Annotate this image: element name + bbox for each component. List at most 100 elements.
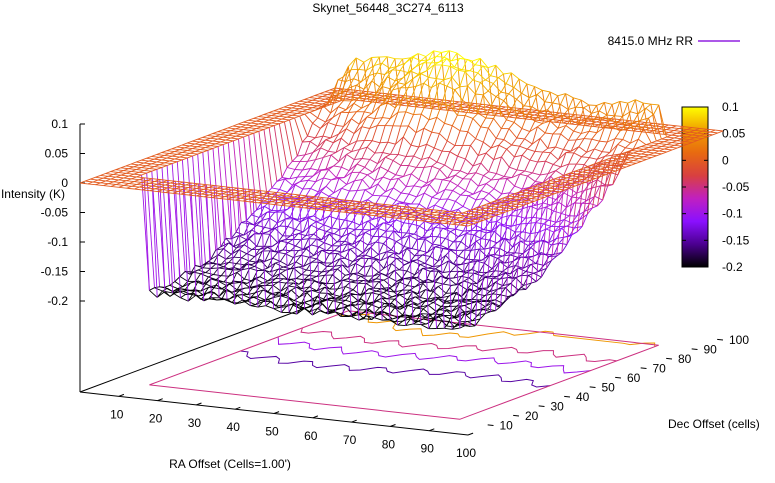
mesh-segment bbox=[187, 289, 196, 291]
mesh-segment bbox=[395, 192, 402, 201]
mesh-segment bbox=[281, 197, 290, 200]
mesh-segment bbox=[361, 93, 368, 109]
mesh-segment bbox=[159, 156, 167, 159]
mesh-segment bbox=[615, 155, 624, 158]
mesh-segment bbox=[535, 222, 544, 225]
mesh-segment bbox=[415, 113, 422, 133]
mesh-segment bbox=[477, 214, 486, 217]
mesh-segment bbox=[529, 151, 536, 161]
mesh-segment bbox=[497, 105, 506, 108]
mesh-segment bbox=[369, 125, 378, 129]
mesh-segment bbox=[489, 288, 498, 292]
mesh-segment bbox=[354, 247, 364, 254]
mesh-segment bbox=[495, 203, 504, 206]
mesh-segment bbox=[353, 92, 361, 94]
mesh-segment bbox=[423, 119, 430, 129]
mesh-segment bbox=[332, 274, 341, 282]
mesh-segment bbox=[415, 127, 425, 133]
mesh-segment bbox=[596, 101, 605, 106]
mesh-segment bbox=[414, 254, 423, 257]
mesh-segment bbox=[617, 122, 626, 125]
mesh-segment bbox=[441, 86, 448, 105]
mesh-segment bbox=[392, 69, 401, 71]
mesh-segment bbox=[198, 183, 205, 301]
mesh-segment bbox=[511, 109, 520, 112]
mesh-segment bbox=[554, 191, 560, 195]
mesh-segment bbox=[666, 129, 675, 131]
mesh-segment bbox=[483, 217, 489, 221]
mesh-segment bbox=[348, 133, 355, 146]
mesh-segment bbox=[310, 168, 319, 171]
mesh-segment bbox=[527, 217, 534, 224]
contour-line bbox=[149, 310, 659, 420]
mesh-segment bbox=[418, 192, 425, 205]
mesh-segment bbox=[505, 295, 512, 302]
mesh-segment bbox=[387, 102, 396, 109]
mesh-segment bbox=[227, 191, 236, 194]
mesh-segment bbox=[360, 298, 370, 305]
mesh-segment bbox=[534, 120, 543, 124]
mesh-segment bbox=[697, 138, 703, 141]
mesh-segment bbox=[284, 119, 290, 123]
mesh-segment bbox=[343, 204, 352, 207]
mesh-segment bbox=[463, 262, 470, 272]
mesh-segment bbox=[516, 203, 525, 206]
mesh-segment bbox=[589, 203, 598, 207]
mesh-segment bbox=[552, 95, 559, 104]
mesh-segment bbox=[453, 299, 462, 303]
mesh-segment bbox=[609, 144, 619, 153]
mesh-segment bbox=[444, 151, 451, 166]
mesh-segment bbox=[426, 166, 433, 184]
mesh-segment bbox=[338, 198, 347, 201]
mesh-segment bbox=[347, 227, 356, 231]
mesh-segment bbox=[314, 196, 323, 199]
mesh-segment bbox=[270, 278, 276, 284]
mesh-segment bbox=[359, 189, 366, 203]
mesh-segment bbox=[447, 227, 456, 230]
mesh-segment bbox=[528, 195, 537, 198]
mesh-segment bbox=[443, 295, 450, 304]
mesh-segment bbox=[341, 243, 348, 253]
mesh-segment bbox=[491, 178, 500, 181]
mesh-segment bbox=[166, 157, 175, 160]
mesh-segment bbox=[212, 148, 222, 247]
mesh-segment bbox=[521, 115, 528, 129]
mesh-segment bbox=[578, 138, 585, 147]
mesh-segment bbox=[478, 219, 484, 223]
mesh-segment bbox=[431, 193, 438, 198]
mesh-segment bbox=[498, 139, 505, 146]
mesh-segment bbox=[272, 281, 279, 286]
mesh-segment bbox=[351, 97, 360, 102]
mesh-segment bbox=[273, 308, 282, 313]
mesh-segment bbox=[435, 265, 441, 270]
mesh-segment bbox=[604, 119, 611, 128]
mesh-segment bbox=[238, 235, 247, 240]
mesh-segment bbox=[306, 303, 315, 309]
mesh-segment bbox=[451, 69, 458, 78]
mesh-segment bbox=[198, 292, 207, 297]
mesh-segment bbox=[279, 218, 286, 227]
mesh-segment bbox=[505, 200, 514, 202]
mesh-segment bbox=[344, 232, 351, 242]
mesh-segment bbox=[224, 188, 233, 191]
mesh-segment bbox=[185, 271, 193, 273]
mesh-segment bbox=[541, 268, 547, 278]
mesh-segment bbox=[387, 76, 396, 82]
mesh-segment bbox=[392, 160, 402, 166]
mesh-segment bbox=[346, 180, 355, 185]
mesh-segment bbox=[304, 300, 310, 304]
mesh-segment bbox=[348, 93, 356, 96]
mesh-segment bbox=[613, 167, 622, 170]
mesh-segment bbox=[516, 137, 525, 140]
mesh-segment bbox=[404, 291, 413, 295]
mesh-segment bbox=[309, 308, 318, 313]
mesh-segment bbox=[270, 301, 279, 309]
mesh-segment bbox=[394, 77, 403, 82]
mesh-segment bbox=[523, 97, 530, 107]
mesh-segment bbox=[239, 290, 248, 296]
mesh-segment bbox=[396, 241, 405, 247]
mesh-segment bbox=[542, 115, 550, 118]
mesh-segment bbox=[347, 261, 354, 268]
colorbar-tick-label: 0.05 bbox=[722, 127, 746, 141]
mesh-segment bbox=[572, 175, 581, 178]
